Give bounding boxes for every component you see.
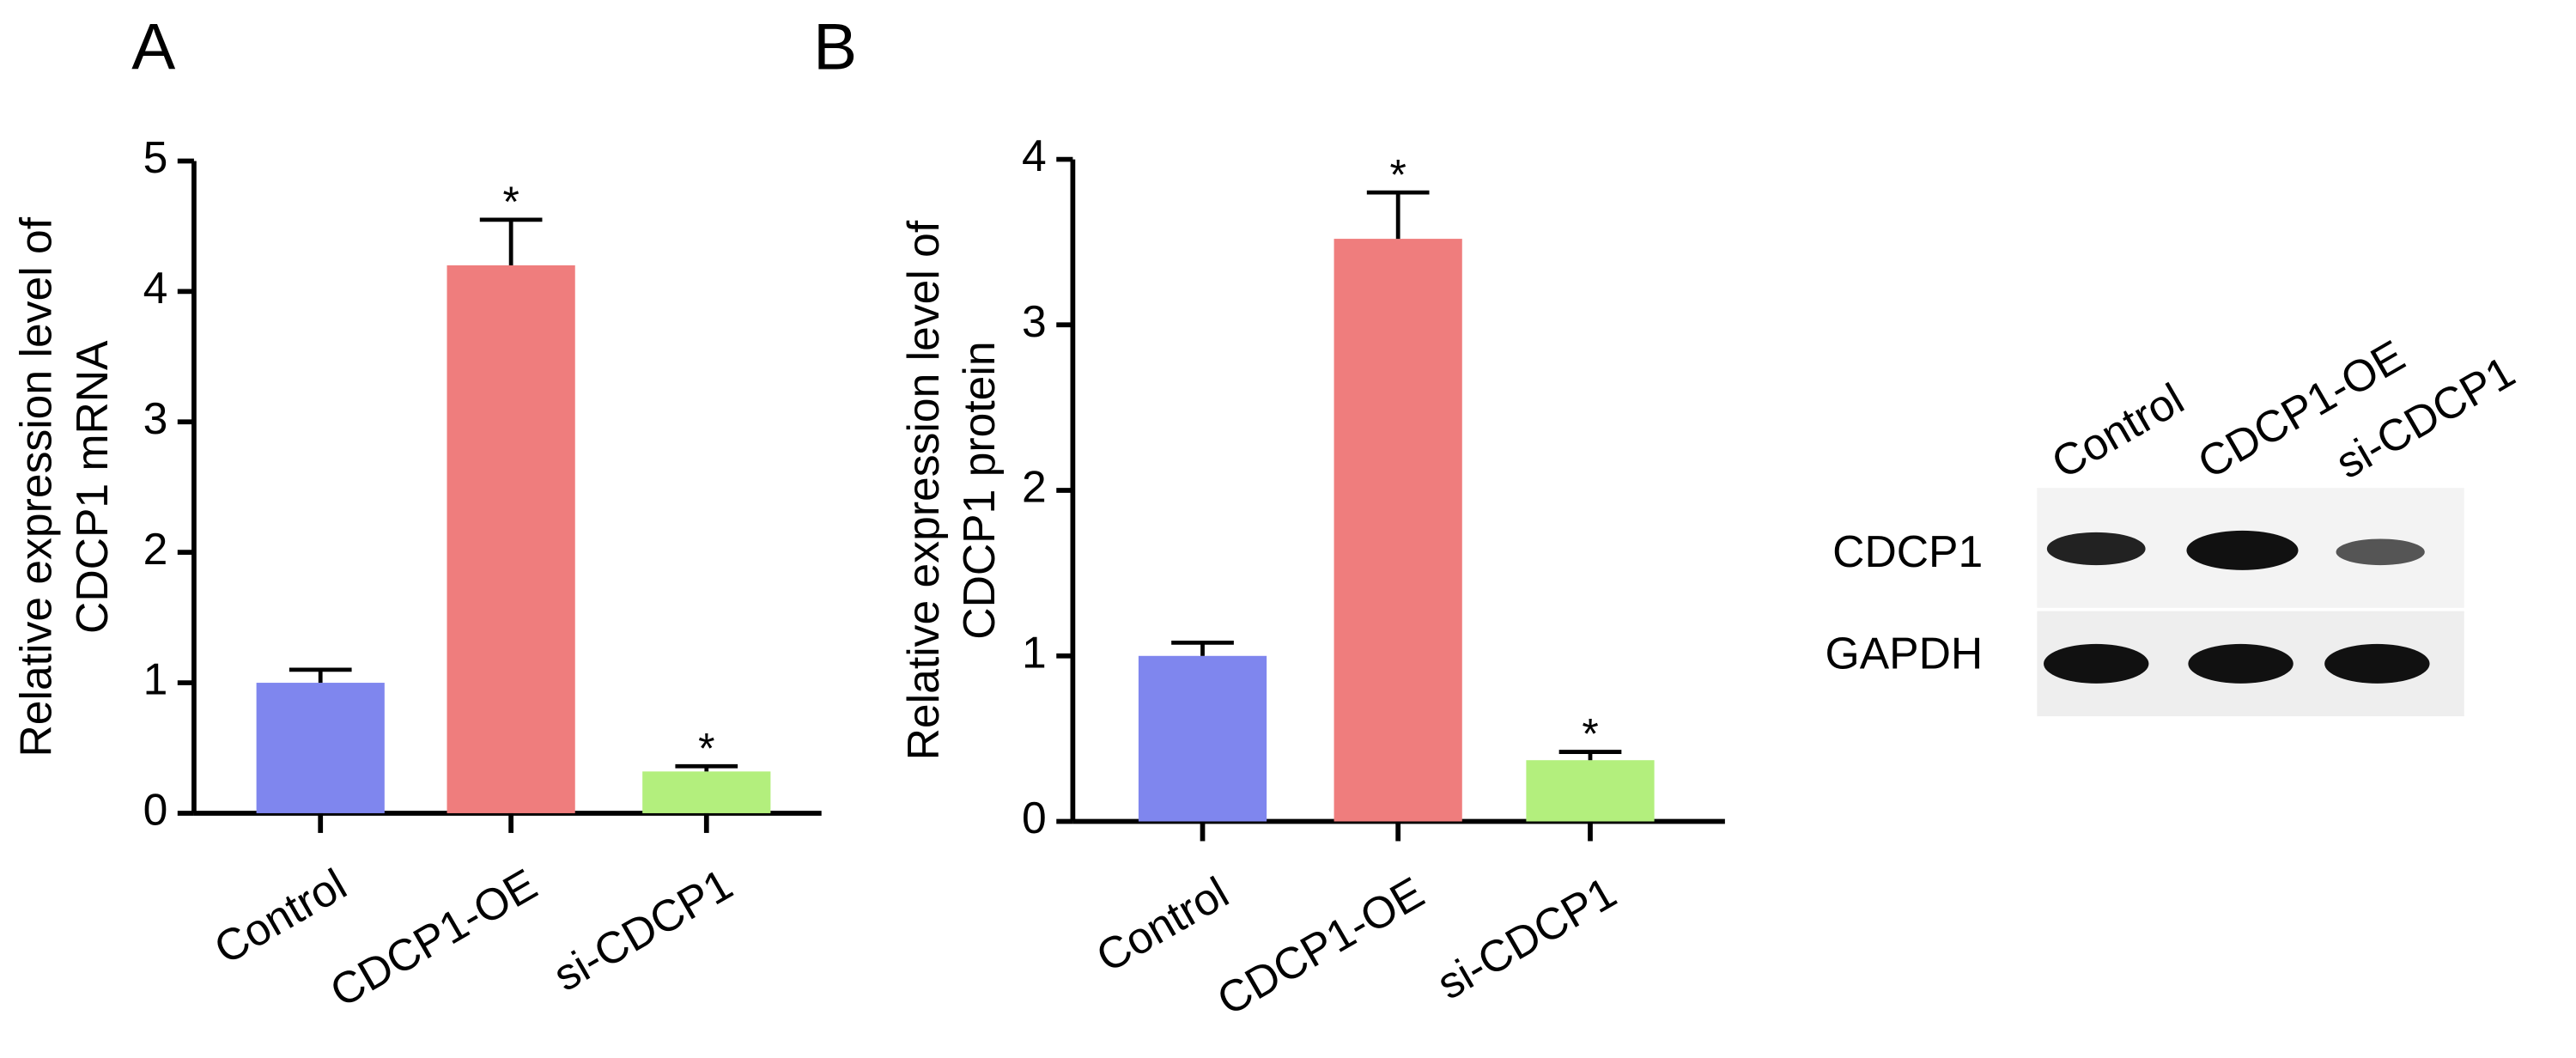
- band: [2044, 643, 2149, 684]
- y-tick-label: 1: [1022, 627, 1047, 677]
- band: [2324, 643, 2430, 684]
- blot-row-label: GAPDH: [1826, 629, 1984, 678]
- bar: [256, 683, 385, 813]
- y-axis-label: Relative expression level of: [898, 220, 948, 760]
- blot-row-label: CDCP1: [1832, 526, 1983, 576]
- y-tick-label: 4: [1022, 131, 1047, 180]
- error-bar: [675, 763, 738, 772]
- x-tick-label: si-CDCP1: [1429, 867, 1625, 1009]
- bar: [642, 771, 771, 813]
- significance-marker: *: [698, 724, 714, 772]
- western-blot: [2037, 488, 2464, 717]
- band: [2188, 643, 2293, 684]
- y-tick-label: 0: [1022, 793, 1047, 842]
- band: [2046, 532, 2146, 566]
- y-tick-label: 2: [143, 524, 168, 574]
- error-bar: [1558, 750, 1622, 761]
- y-tick-label: 1: [143, 654, 168, 704]
- x-tick-label: si-CDCP1: [545, 859, 741, 1000]
- y-tick-label: 3: [1022, 296, 1047, 346]
- error-bar: [1171, 640, 1234, 656]
- panel-label: B: [813, 10, 857, 83]
- significance-marker: *: [1582, 710, 1598, 758]
- x-tick-label: Control: [206, 859, 355, 973]
- band: [2336, 538, 2425, 566]
- significance-marker: *: [1389, 150, 1406, 198]
- bar: [1138, 655, 1267, 822]
- bar: [447, 264, 575, 813]
- y-tick-label: 3: [143, 393, 168, 443]
- error-bar: [479, 217, 543, 265]
- error-bar: [289, 667, 352, 684]
- x-tick-label: CDCP1-OE: [322, 859, 545, 1017]
- band: [2186, 530, 2299, 570]
- y-axis-label: CDCP1 mRNA: [67, 340, 117, 634]
- y-tick-label: 2: [1022, 462, 1047, 512]
- bar: [1526, 760, 1655, 822]
- blot-lane-label: Control: [2043, 374, 2191, 488]
- significance-marker: *: [502, 178, 519, 226]
- y-tick-label: 5: [143, 132, 168, 182]
- y-tick-label: 0: [143, 785, 168, 835]
- x-tick-label: Control: [1088, 867, 1236, 982]
- y-axis-label: CDCP1 protein: [954, 341, 1004, 639]
- panel-label: A: [131, 10, 175, 83]
- y-axis-label: Relative expression level of: [11, 216, 61, 757]
- error-bar: [1366, 190, 1430, 240]
- y-tick-label: 4: [143, 263, 168, 313]
- bar: [1334, 239, 1462, 822]
- x-tick-label: CDCP1-OE: [1209, 867, 1432, 1025]
